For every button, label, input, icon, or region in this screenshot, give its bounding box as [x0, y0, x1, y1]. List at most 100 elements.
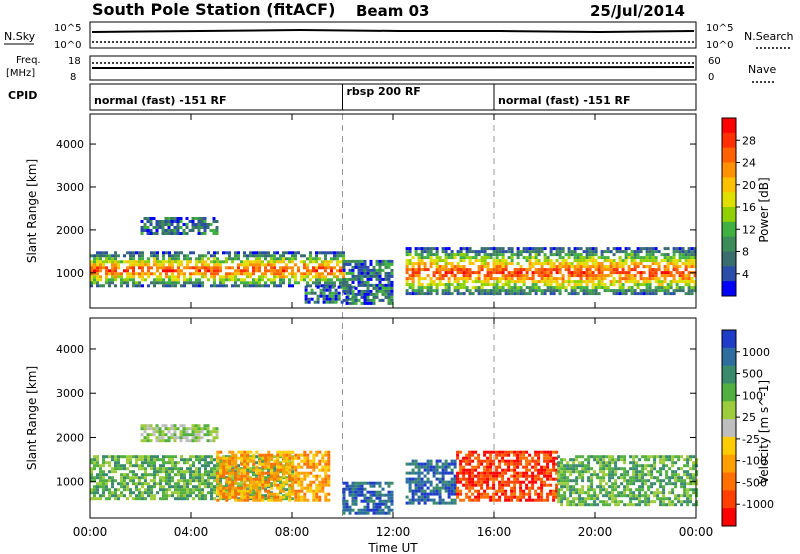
- heatmap-cell: [566, 479, 570, 483]
- heatmap-cell: [468, 474, 472, 478]
- heatmap-cell: [489, 271, 493, 275]
- heatmap-cell: [354, 301, 358, 305]
- heatmap-cell: [210, 467, 213, 471]
- heatmap-cell: [141, 458, 144, 462]
- heatmap-cell: [590, 473, 594, 477]
- heatmap-cell: [420, 489, 424, 493]
- heatmap-cell: [660, 286, 664, 290]
- heatmap-cell: [594, 274, 598, 278]
- heatmap-cell: [450, 471, 454, 475]
- heatmap-cell: [444, 286, 448, 290]
- heatmap-cell: [144, 482, 147, 486]
- heatmap-cell: [267, 480, 271, 484]
- heatmap-cell: [624, 277, 628, 281]
- heatmap-cell: [498, 474, 502, 478]
- heatmap-cell: [285, 497, 288, 501]
- heatmap-cell: [303, 495, 307, 499]
- heatmap-cell: [216, 269, 219, 273]
- heatmap-cell: [644, 464, 648, 468]
- heatmap-cell: [333, 272, 336, 276]
- heatmap-cell: [114, 458, 117, 462]
- heatmap-cell: [270, 471, 274, 475]
- heatmap-cell: [662, 488, 666, 492]
- heatmap-cell: [459, 450, 463, 454]
- heatmap-cell: [318, 498, 322, 502]
- heatmap-cell: [492, 265, 496, 269]
- heatmap-cell: [161, 430, 165, 434]
- heatmap-cell: [669, 274, 673, 278]
- heatmap-cell: [375, 271, 379, 275]
- heatmap-cell: [633, 292, 637, 296]
- heatmap-cell: [105, 485, 108, 489]
- heatmap-cell: [501, 277, 505, 281]
- heatmap-cell: [639, 274, 643, 278]
- heatmap-cell: [540, 271, 544, 275]
- heatmap-cell: [669, 280, 673, 284]
- heatmap-cell: [228, 275, 231, 279]
- heatmap-cell: [105, 479, 108, 483]
- heatmap-cell: [252, 480, 256, 484]
- nsky-label: N.Sky: [4, 30, 36, 43]
- heatmap-cell: [495, 289, 499, 293]
- heatmap-cell: [334, 291, 338, 295]
- heatmap-cell: [426, 253, 430, 257]
- heatmap-cell: [330, 266, 333, 270]
- heatmap-cell: [495, 465, 499, 469]
- heatmap-cell: [441, 259, 445, 263]
- heatmap-cell: [635, 497, 639, 501]
- heatmap-cell: [209, 439, 213, 443]
- heatmap-cell: [681, 286, 685, 290]
- heatmap-cell: [620, 476, 624, 480]
- heatmap-cell: [354, 487, 358, 491]
- heatmap-cell: [635, 476, 639, 480]
- heatmap-cell: [666, 247, 670, 251]
- heatmap-cell: [192, 284, 195, 288]
- heatmap-cell: [636, 280, 640, 284]
- heatmap-cell: [354, 295, 358, 299]
- heatmap-cell: [650, 470, 654, 474]
- heatmap-cell: [510, 256, 514, 260]
- heatmap-cell: [498, 498, 502, 502]
- heatmap-cell: [614, 467, 618, 471]
- heatmap-cell: [471, 474, 475, 478]
- heatmap-cell: [417, 262, 421, 266]
- heatmap-cell: [531, 265, 535, 269]
- heatmap-cell: [642, 271, 646, 275]
- heatmap-cell: [572, 503, 576, 507]
- heatmap-cell: [450, 274, 454, 278]
- heatmap-cell: [519, 253, 523, 257]
- heatmap-cell: [195, 485, 198, 489]
- heatmap-cell: [327, 468, 331, 472]
- heatmap-cell: [629, 461, 633, 465]
- heatmap-cell: [684, 283, 688, 287]
- heatmap-cell: [414, 271, 418, 275]
- heatmap-cell: [432, 486, 436, 490]
- heatmap-cell: [534, 468, 538, 472]
- heatmap-cell: [573, 250, 577, 254]
- heatmap-cell: [375, 289, 379, 293]
- heatmap-cell: [194, 430, 198, 434]
- heatmap-cell: [372, 292, 376, 296]
- heatmap-cell: [99, 494, 102, 498]
- heatmap-cell: [408, 253, 412, 257]
- heatmap-cell: [135, 272, 138, 276]
- heatmap-cell: [675, 286, 679, 290]
- heatmap-cell: [471, 250, 475, 254]
- heatmap-cell: [309, 486, 313, 490]
- heatmap-cell: [642, 289, 646, 293]
- heatmap-cell: [584, 491, 588, 495]
- heatmap-cell: [168, 461, 171, 465]
- heatmap-cell: [663, 268, 667, 272]
- heatmap-cell: [690, 286, 694, 290]
- heatmap-cell: [489, 292, 493, 296]
- heatmap-cell: [468, 498, 472, 502]
- heatmap-cell: [342, 262, 346, 266]
- colorbar-frame: [721, 329, 737, 527]
- heatmap-cell: [638, 458, 642, 462]
- heatmap-cell: [168, 257, 171, 261]
- heatmap-cell: [632, 467, 636, 471]
- heatmap-cell: [591, 259, 595, 263]
- heatmap-cell: [642, 283, 646, 287]
- heatmap-cell: [264, 284, 267, 288]
- heatmap-cell: [662, 491, 666, 495]
